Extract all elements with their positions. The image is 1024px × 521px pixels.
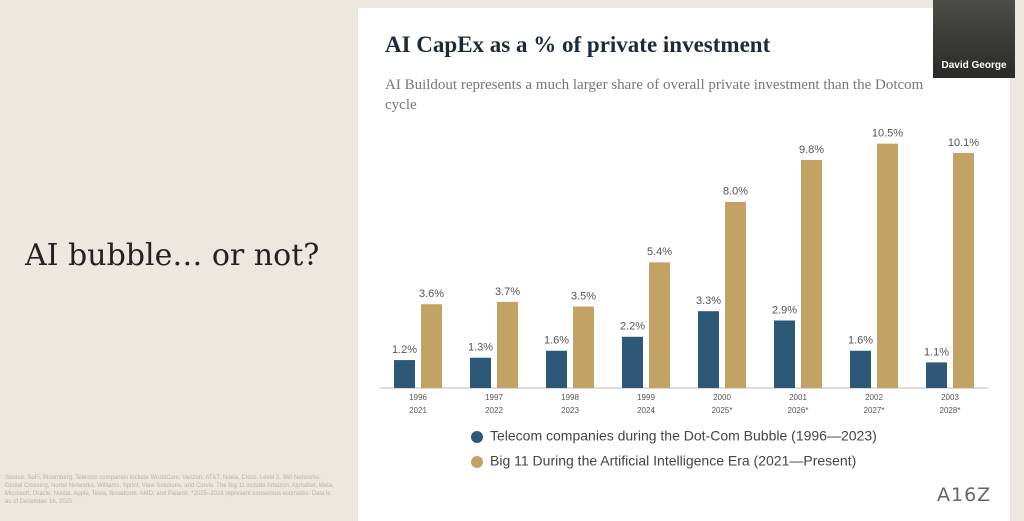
chart-subtitle: AI Buildout represents a much larger sha… bbox=[385, 77, 924, 113]
value-label: 1.1% bbox=[924, 346, 949, 358]
x-tick-label: 2001 bbox=[789, 393, 807, 402]
value-label: 8.0% bbox=[723, 186, 748, 198]
bar bbox=[774, 320, 795, 388]
bar bbox=[497, 301, 518, 388]
x-tick-label: 2002 bbox=[865, 393, 883, 402]
x-tick-label: 2003 bbox=[941, 393, 959, 402]
value-label: 3.6% bbox=[419, 288, 444, 300]
bar bbox=[877, 143, 898, 388]
value-label: 3.7% bbox=[495, 286, 520, 298]
x-tick-label: 2026* bbox=[788, 406, 809, 415]
value-label: 3.3% bbox=[696, 295, 721, 307]
x-tick-label: 2025* bbox=[712, 406, 733, 415]
legend-swatch bbox=[471, 431, 483, 443]
value-label: 5.4% bbox=[647, 246, 672, 258]
bar bbox=[926, 362, 947, 388]
x-tick-label: 1998 bbox=[561, 393, 579, 402]
bar bbox=[801, 159, 822, 388]
value-label: 3.5% bbox=[571, 290, 596, 302]
value-label: 1.3% bbox=[468, 342, 493, 354]
value-label: 9.8% bbox=[799, 144, 824, 156]
bar bbox=[622, 336, 643, 388]
x-tick-label: 2022 bbox=[485, 406, 503, 415]
x-tick-label: 1996 bbox=[409, 393, 427, 402]
source-note: Source: SoFi, Bloomberg. Telecom compani… bbox=[5, 475, 334, 505]
value-label: 2.9% bbox=[772, 304, 797, 316]
value-label: 10.5% bbox=[872, 128, 903, 140]
bar bbox=[725, 201, 746, 388]
webcam bbox=[933, 0, 1015, 78]
x-tick-label: 2021 bbox=[409, 406, 427, 415]
value-label: 1.6% bbox=[848, 335, 873, 347]
bar bbox=[394, 360, 415, 388]
value-label: 2.2% bbox=[620, 321, 645, 333]
slide-heading: AI bubble… or not? bbox=[25, 238, 320, 273]
chart-title: AI CapEx as a % of private investment bbox=[385, 32, 771, 57]
value-label: 10.1% bbox=[948, 137, 979, 149]
bar bbox=[649, 262, 670, 388]
x-tick-label: 2028* bbox=[940, 406, 961, 415]
chart-card bbox=[358, 8, 1010, 521]
bar bbox=[573, 306, 594, 388]
legend-label: Big 11 During the Artificial Intelligenc… bbox=[490, 453, 856, 469]
participant-name: David George bbox=[941, 60, 1007, 71]
bar bbox=[546, 350, 567, 388]
value-label: 1.6% bbox=[544, 335, 569, 347]
bar bbox=[698, 311, 719, 388]
value-label: 1.2% bbox=[392, 344, 417, 356]
legend-swatch bbox=[471, 456, 483, 468]
bar bbox=[421, 304, 442, 388]
bar bbox=[850, 350, 871, 388]
legend-label: Telecom companies during the Dot-Com Bub… bbox=[490, 428, 877, 444]
x-tick-label: 2023 bbox=[561, 406, 579, 415]
bar bbox=[470, 357, 491, 388]
x-tick-label: 2024 bbox=[637, 406, 655, 415]
bar bbox=[953, 152, 974, 388]
logo: A16Z bbox=[937, 484, 992, 506]
x-tick-label: 1999 bbox=[637, 393, 655, 402]
x-tick-label: 2000 bbox=[713, 393, 731, 402]
x-tick-label: 1997 bbox=[485, 393, 503, 402]
x-tick-label: 2027* bbox=[864, 406, 885, 415]
